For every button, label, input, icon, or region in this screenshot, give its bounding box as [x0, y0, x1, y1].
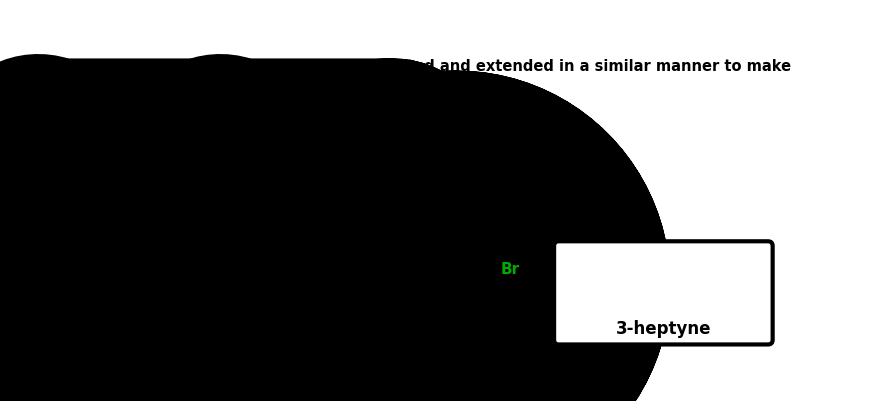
Text: –Br: –Br — [421, 138, 448, 152]
Text: Na: Na — [343, 176, 366, 191]
Text: N: N — [245, 138, 257, 152]
Text: (works best for
primary alkyl
halides): (works best for primary alkyl halides) — [378, 177, 468, 224]
Text: N: N — [268, 260, 281, 275]
Text: :: : — [351, 160, 357, 175]
Text: 3-heptyne: 3-heptyne — [615, 319, 711, 337]
Text: Na: Na — [246, 260, 268, 275]
Text: symmetrical or unsymmetrical alkynes: symmetrical or unsymmetrical alkynes — [117, 71, 437, 86]
Text: R: R — [410, 138, 421, 152]
Text: H: H — [115, 276, 131, 294]
Text: Br: Br — [501, 262, 520, 277]
Text: H: H — [191, 153, 205, 171]
Text: Na: Na — [223, 138, 245, 152]
Text: Terminal alkynes can be deprotonated and extended in a similar manner to make: Terminal alkynes can be deprotonated and… — [117, 59, 791, 74]
Text: +: + — [325, 291, 334, 301]
Text: R: R — [120, 153, 133, 171]
Text: −: − — [331, 269, 340, 279]
Text: :: : — [333, 282, 338, 297]
Text: −: − — [357, 146, 366, 156]
Text: 2: 2 — [259, 144, 267, 154]
Text: Example:: Example: — [117, 234, 203, 252]
Text: 2: 2 — [282, 267, 289, 277]
Text: R: R — [288, 153, 302, 171]
Text: H: H — [252, 138, 264, 152]
Text: Na: Na — [309, 294, 331, 309]
Text: R: R — [467, 153, 481, 171]
Text: H: H — [275, 260, 288, 275]
Text: +: + — [361, 172, 370, 182]
Text: R: R — [538, 153, 551, 171]
FancyBboxPatch shape — [554, 242, 773, 344]
